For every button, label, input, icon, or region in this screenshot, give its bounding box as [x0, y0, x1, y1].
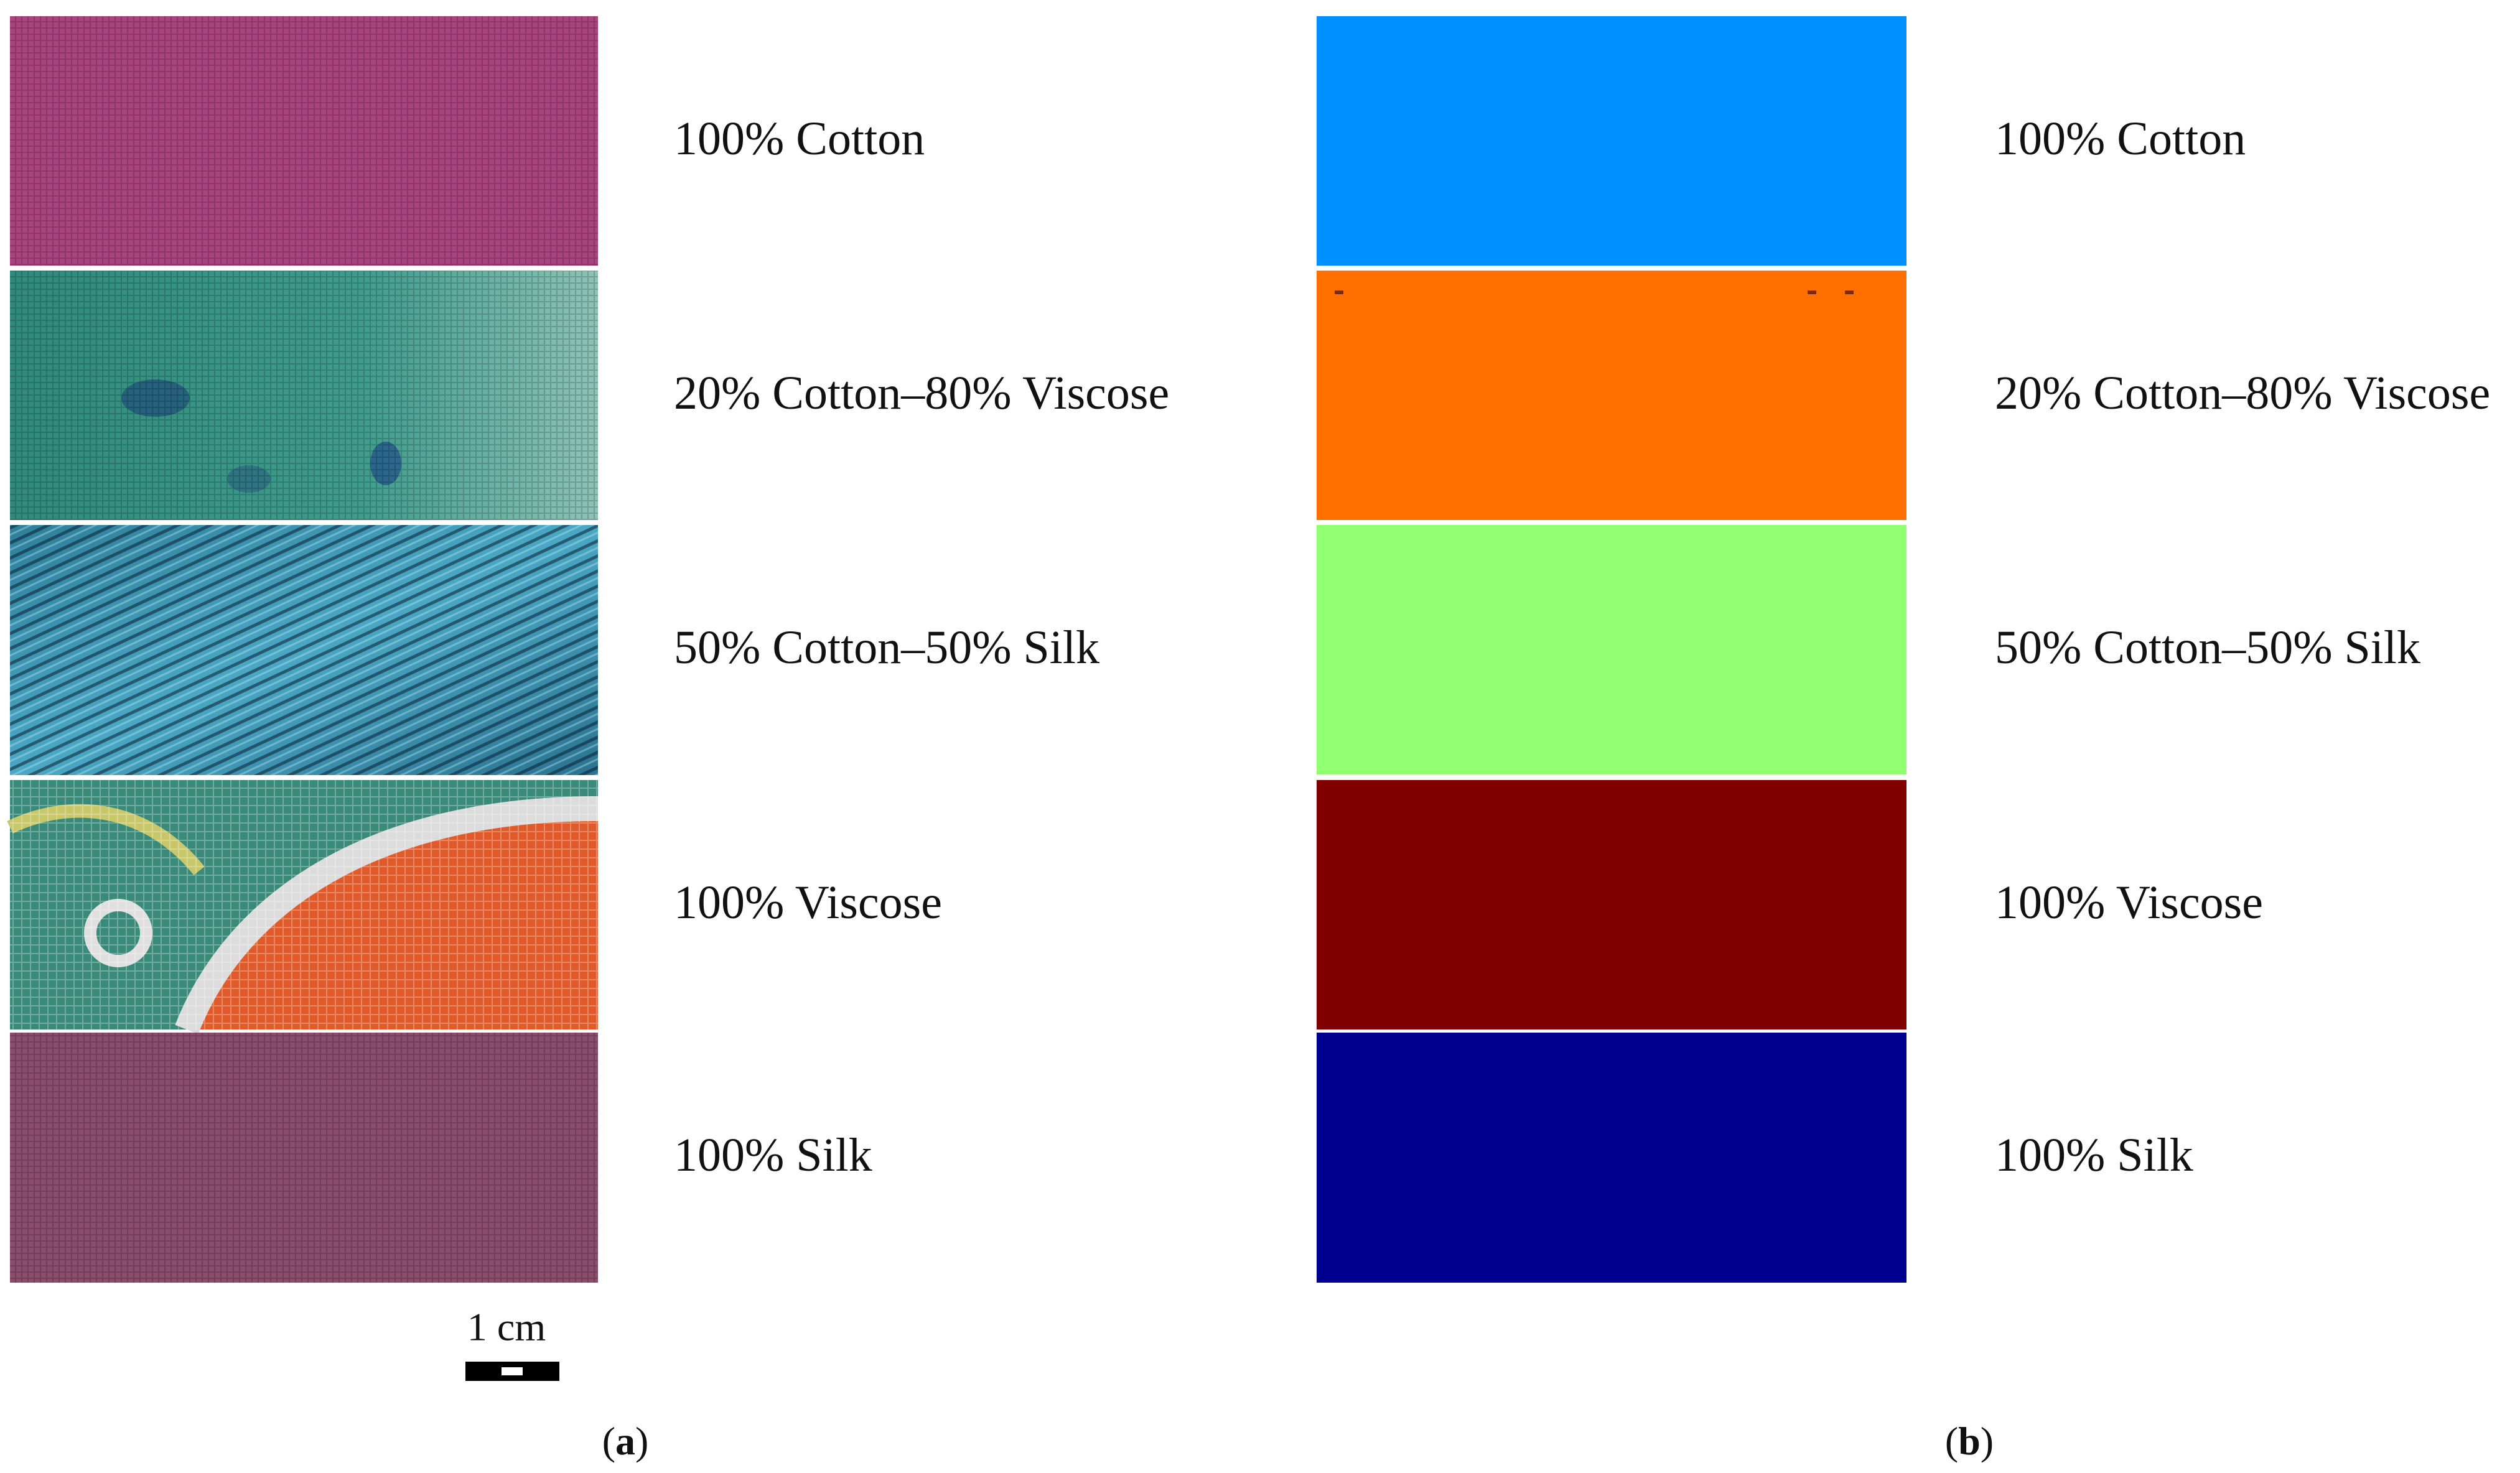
class-block — [1317, 16, 1906, 266]
class-label: 20% Cotton–80% Viscose — [1995, 367, 2490, 419]
sample-label: 100% Silk — [674, 1129, 872, 1181]
class-block — [1317, 525, 1906, 774]
photo-texture — [10, 271, 598, 520]
class-block — [1317, 271, 1906, 520]
scale-bar-gap — [502, 1367, 523, 1375]
sample-label: 50% Cotton–50% Silk — [674, 621, 1099, 674]
sample-label: 20% Cotton–80% Viscose — [674, 367, 1169, 419]
class-label: 100% Cotton — [1995, 113, 2246, 165]
class-label: 100% Silk — [1995, 1129, 2193, 1181]
photo-texture — [10, 525, 598, 775]
class-label: 50% Cotton–50% Silk — [1995, 621, 2420, 674]
speck — [1335, 290, 1343, 294]
class-label: 100% Viscose — [1995, 876, 2263, 929]
photo-texture — [10, 780, 598, 1029]
speck — [1808, 290, 1816, 294]
caption-b: (b) — [1945, 1419, 1994, 1463]
photo-texture — [10, 16, 598, 266]
scale-bar-label: 1 cm — [467, 1305, 546, 1349]
photo-column — [7, 16, 599, 1283]
class-block — [1317, 780, 1906, 1029]
sample-label: 100% Cotton — [674, 113, 925, 165]
photo-texture — [10, 1033, 598, 1283]
speck — [1845, 290, 1854, 294]
sample-label: 100% Viscose — [674, 876, 942, 929]
caption-a: (a) — [602, 1419, 649, 1463]
class-block — [1317, 1033, 1906, 1283]
